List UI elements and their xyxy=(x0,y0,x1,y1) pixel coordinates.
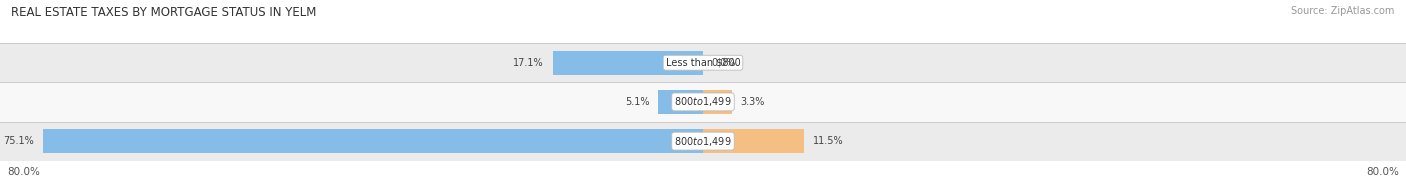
Text: 3.3%: 3.3% xyxy=(741,97,765,107)
Text: 5.1%: 5.1% xyxy=(624,97,650,107)
Text: Source: ZipAtlas.com: Source: ZipAtlas.com xyxy=(1291,6,1395,16)
Bar xyxy=(0,122,1406,161)
Bar xyxy=(703,90,733,114)
Bar xyxy=(703,129,804,153)
Text: 75.1%: 75.1% xyxy=(4,136,34,146)
Bar xyxy=(44,129,703,153)
Text: $800 to $1,499: $800 to $1,499 xyxy=(675,95,731,108)
Bar xyxy=(0,43,1406,82)
Text: REAL ESTATE TAXES BY MORTGAGE STATUS IN YELM: REAL ESTATE TAXES BY MORTGAGE STATUS IN … xyxy=(11,6,316,19)
Bar xyxy=(553,51,703,75)
Text: 80.0%: 80.0% xyxy=(1367,167,1399,178)
Text: 80.0%: 80.0% xyxy=(7,167,39,178)
Text: 17.1%: 17.1% xyxy=(513,58,544,68)
Text: 11.5%: 11.5% xyxy=(813,136,844,146)
Bar xyxy=(658,90,703,114)
Text: Less than $800: Less than $800 xyxy=(665,58,741,68)
Bar xyxy=(0,82,1406,122)
Text: $800 to $1,499: $800 to $1,499 xyxy=(675,135,731,148)
Text: 0.0%: 0.0% xyxy=(711,58,737,68)
